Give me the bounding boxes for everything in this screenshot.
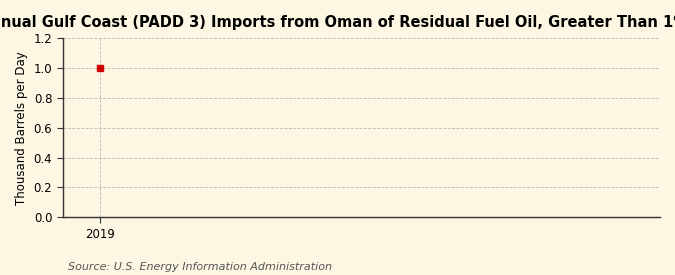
Title: Annual Gulf Coast (PADD 3) Imports from Oman of Residual Fuel Oil, Greater Than : Annual Gulf Coast (PADD 3) Imports from … [0,15,675,30]
Y-axis label: Thousand Barrels per Day: Thousand Barrels per Day [15,51,28,205]
Text: Source: U.S. Energy Information Administration: Source: U.S. Energy Information Administ… [68,262,331,272]
